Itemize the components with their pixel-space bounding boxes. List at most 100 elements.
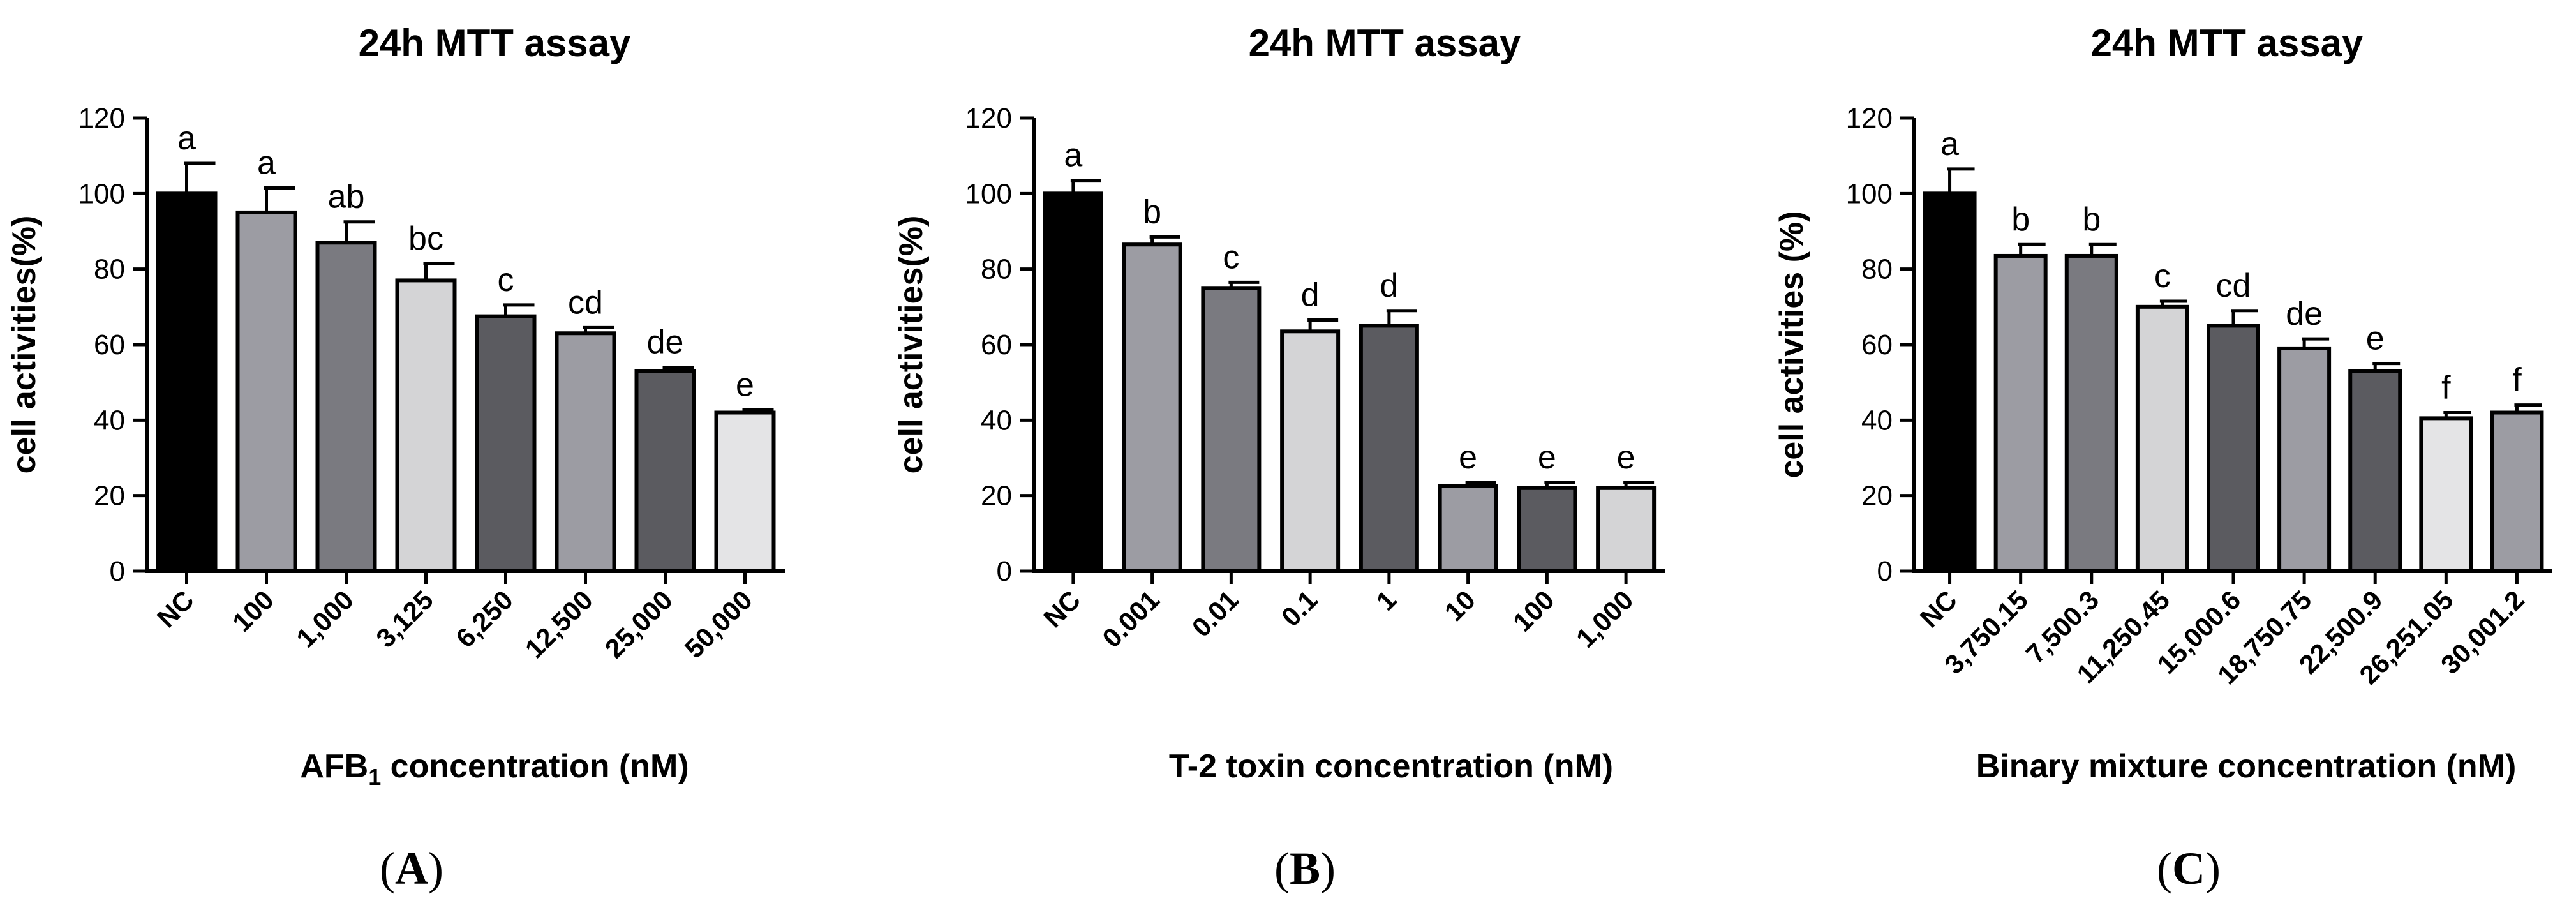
x-tick-label: 1,000	[290, 585, 359, 653]
bar-3	[2064, 253, 2118, 573]
x-axis-label: T-2 toxin concentration (nM)	[1169, 748, 1613, 785]
significance-label: c	[1223, 239, 1239, 276]
bar-4	[1280, 329, 1341, 574]
y-tick-label: 40	[94, 405, 125, 436]
chart-panel-b: 24h MTT assay 0 20 40 60 80 100 120 cell activit…	[893, 22, 1665, 894]
bar-4	[395, 278, 457, 573]
bar-1	[156, 191, 218, 574]
x-tick-label: 100	[227, 585, 279, 638]
x-tick-label: 0.001	[1096, 585, 1165, 653]
significance-label: e	[2366, 320, 2385, 357]
significance-label: b	[2082, 201, 2101, 238]
y-tick-label: 100	[78, 178, 125, 209]
significance-label: a	[177, 120, 196, 157]
significance-label: e	[736, 366, 754, 403]
bar-3	[315, 241, 377, 573]
significance-label: c	[498, 262, 514, 299]
significance-label: de	[647, 324, 684, 361]
bar-5	[2207, 324, 2260, 573]
significance-label: b	[2011, 201, 2030, 238]
bar-1	[1043, 191, 1103, 574]
significance-label: ab	[328, 179, 365, 216]
panel-label: (A)	[380, 843, 443, 894]
y-axis-label: cell activities (%)	[1773, 211, 1810, 478]
y-tick-label: 20	[981, 481, 1012, 512]
x-tick-label: 1	[1370, 585, 1402, 616]
bar-7	[2348, 369, 2402, 574]
y-tick-label: 80	[981, 254, 1012, 285]
y-tick-label: 80	[94, 254, 125, 285]
bar-7	[634, 369, 696, 574]
y-tick-label: 120	[78, 103, 125, 134]
x-tick-label: 0.1	[1276, 585, 1323, 632]
y-axis-label: cell activities(%)	[6, 216, 43, 474]
significance-label: c	[2154, 258, 2171, 295]
significance-label: f	[2441, 369, 2451, 407]
chart-panel-a: 24h MTT assay 0 20 40 60 80 100 120 cell activit…	[6, 22, 785, 894]
bar-8	[1596, 486, 1657, 573]
panel-label: (C)	[2157, 843, 2221, 894]
bar-2	[235, 210, 297, 573]
bar-9	[2490, 410, 2544, 573]
x-tick-label: 50,000	[679, 585, 758, 664]
x-tick-label: 3,125	[370, 585, 439, 653]
y-axis-label: cell activities(%)	[893, 216, 930, 474]
y-tick-label: 20	[1861, 481, 1893, 512]
x-tick-label: 12,500	[519, 585, 599, 664]
bar-3	[1201, 286, 1262, 573]
x-tick-label: NC	[1038, 585, 1086, 633]
y-tick-label: 0	[110, 556, 125, 587]
x-tick-label: 25,000	[599, 585, 678, 664]
x-tick-label: NC	[1914, 585, 1963, 633]
significance-label: a	[1940, 126, 1959, 163]
bar-6	[555, 331, 616, 573]
significance-label: e	[1538, 439, 1556, 476]
chart-title: 24h MTT assay	[359, 22, 631, 64]
chart-title: 24h MTT assay	[1249, 22, 1521, 64]
x-tick-label: 10	[1439, 585, 1481, 627]
significance-label: de	[2286, 295, 2323, 332]
x-axis-label: Binary mixture concentration (nM)	[1976, 748, 2517, 785]
bar-7	[1517, 486, 1577, 573]
y-tick-label: 100	[965, 178, 1012, 209]
x-tick-label: 1,000	[1570, 585, 1639, 653]
significance-label: a	[1064, 137, 1082, 174]
x-tick-label: 0.01	[1186, 585, 1244, 643]
significance-label: e	[1617, 439, 1635, 476]
bar-6	[1438, 484, 1498, 573]
y-tick-label: 20	[94, 481, 125, 512]
bar-8	[714, 410, 776, 573]
y-tick-label: 40	[981, 405, 1012, 436]
significance-label: d	[1380, 267, 1398, 304]
y-tick-label: 40	[1861, 405, 1893, 436]
significance-label: bc	[408, 220, 443, 257]
panel-label: (B)	[1274, 843, 1336, 894]
significance-label: f	[2512, 362, 2522, 399]
y-tick-label: 0	[997, 556, 1012, 587]
significance-label: d	[1301, 277, 1320, 314]
bar-8	[2419, 416, 2473, 573]
x-tick-label: 6,250	[450, 585, 519, 653]
y-tick-label: 60	[1861, 329, 1893, 361]
chart-panel-c: 24h MTT assay 0 20 40 60 80 100 120 cell activit…	[1773, 22, 2552, 894]
significance-label: cd	[2216, 267, 2251, 304]
significance-label: e	[1459, 439, 1477, 476]
y-tick-label: 60	[94, 329, 125, 361]
significance-label: b	[1143, 193, 1161, 230]
y-tick-label: 60	[981, 329, 1012, 361]
bar-2	[1993, 253, 2048, 573]
bar-2	[1122, 242, 1182, 573]
bar-6	[2277, 346, 2332, 574]
x-axis-label: AFB1 concentration (nM)	[300, 748, 689, 790]
y-tick-label: 120	[1846, 103, 1893, 134]
bar-5	[1359, 324, 1419, 573]
x-tick-label: NC	[151, 585, 200, 633]
x-tick-label: 100	[1507, 585, 1560, 638]
bar-4	[2135, 304, 2189, 573]
y-tick-label: 120	[965, 103, 1012, 134]
y-tick-label: 100	[1846, 178, 1893, 209]
bar-5	[475, 314, 537, 573]
chart-title: 24h MTT assay	[2091, 22, 2364, 64]
bar-1	[1923, 191, 1977, 574]
